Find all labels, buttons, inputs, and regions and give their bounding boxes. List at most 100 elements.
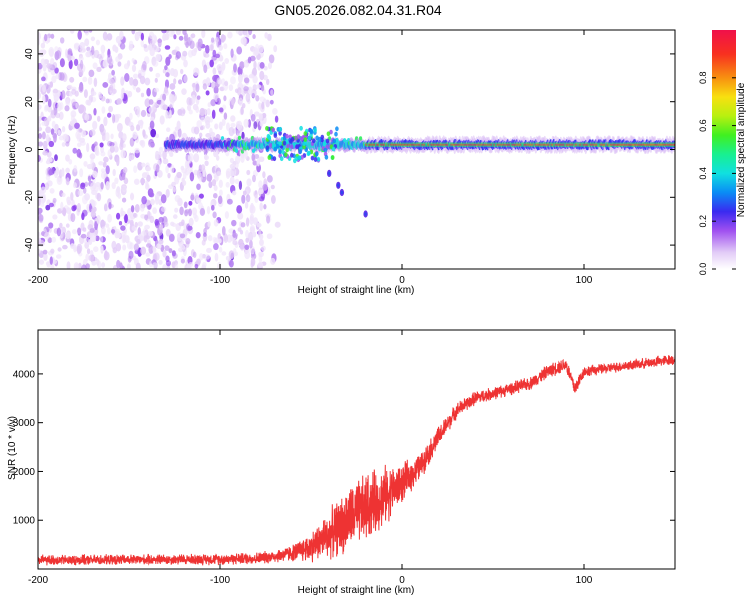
colorbar-tick-label: 0.4 [698,167,708,180]
noise-cell [140,178,146,185]
noise-cell [231,97,235,106]
noise-cell [273,45,278,53]
tone-spread [281,149,285,155]
snr-x-label: Height of straight line (km) [298,585,415,596]
tone-spread [303,137,308,142]
noise-cell [82,76,88,83]
noise-cell [244,244,250,250]
noise-cell [231,219,237,227]
noise-cell [238,97,243,107]
noise-cell [105,223,110,228]
noise-cell [52,197,57,203]
noise-cell [239,229,244,235]
tone-spread [278,130,282,136]
noise-cell [120,225,126,231]
noise-cell [104,132,110,142]
noise-cell [165,110,169,119]
noise-cell [254,153,260,160]
noise-cell [75,130,82,140]
noise-cell [155,133,160,139]
noise-cell [259,233,264,240]
tone-spread [278,149,282,155]
x-tick-label: -100 [210,575,230,586]
noise-cell [165,260,172,267]
noise-cell [102,161,107,168]
noise-cell [120,210,126,216]
tone-spread [290,152,294,158]
noise-cell [236,205,243,214]
noise-cell [50,248,55,254]
noise-cell [94,141,98,147]
noise-cell [96,258,100,266]
noise-cell [256,158,261,167]
y-tick-label: 40 [24,48,35,60]
noise-cell [242,190,247,196]
noise-cell [38,248,41,254]
noise-cell [183,74,188,83]
noise-cell [45,126,51,134]
noise-cell [195,83,200,93]
spectrogram-x-axis: -200 -100 0 100 [28,30,593,286]
noise-cell [116,156,120,167]
noise-cell [115,56,120,63]
y-tick-label: 20 [24,96,35,108]
noise-cell [200,116,206,122]
noise-cell [245,93,251,103]
noise-cell [62,244,68,250]
noise-cell [112,44,117,52]
noise-cell [172,186,177,193]
noise-cell [56,102,62,112]
noise-cell [106,33,113,41]
noise-cell [90,91,97,96]
noise-cell [190,194,195,201]
noise-cell [148,230,154,237]
noise-cell [218,246,223,253]
tone-spread [282,140,287,146]
noise-cell [259,70,265,81]
noise-cell [57,129,61,136]
tone-spread [326,131,331,137]
noise-cell [145,243,152,248]
noise-cell [204,154,208,161]
noise-cell [128,250,134,260]
noise-cell [149,215,155,224]
noise-cell [124,73,130,82]
noise-cell [158,238,164,245]
noise-cell [85,253,90,262]
tone-spread [284,152,288,158]
noise-cell [50,33,55,39]
noise-cell [274,115,279,123]
noise-cell [59,222,63,229]
noise-cell [90,200,97,207]
spectrogram-y-label: Frequency (Hz) [7,116,18,185]
noise-cell [71,205,77,212]
noise-cell [69,76,75,83]
noise-cell [112,168,116,177]
noise-cell [67,53,72,62]
noise-cell [40,42,46,49]
noise-cell [38,141,44,147]
noise-cell [139,204,145,212]
noise-cell [245,217,250,227]
x-tick-label: -200 [28,275,48,286]
noise-cell [115,113,122,119]
noise-cell [79,137,85,143]
tone-spread [335,126,339,132]
noise-cell [218,238,222,244]
noise-cell [61,142,66,147]
noise-cell [249,239,253,249]
noise-cell [145,166,151,172]
noise-cell [100,181,104,190]
noise-cell [88,69,95,78]
noise-cell [217,79,223,85]
noise-cell [140,140,146,148]
noise-cell [132,73,139,79]
noise-cell [80,233,87,239]
noise-cell [237,212,244,220]
noise-cell [259,120,264,127]
noise-cell [86,142,90,153]
noise-cell [96,192,102,202]
noise-cell [165,165,169,174]
noise-cell [243,77,250,84]
noise-cell [221,226,226,236]
